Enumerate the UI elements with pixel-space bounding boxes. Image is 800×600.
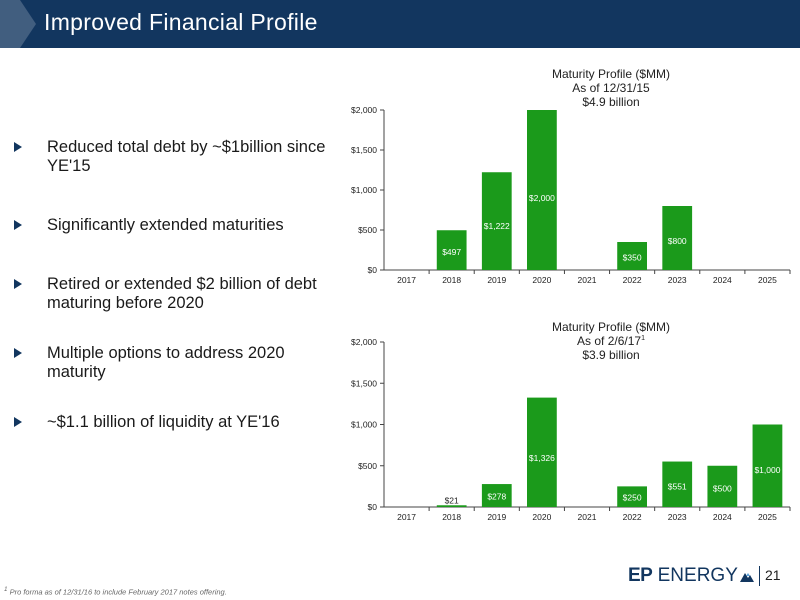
triangle-right-icon [14, 142, 22, 152]
bar [527, 397, 557, 507]
y-tick-label: $1,000 [351, 185, 377, 195]
data-label: $250 [623, 493, 642, 503]
y-tick-label: $1,500 [351, 378, 377, 388]
x-tick-label: 2023 [668, 512, 687, 522]
x-tick-label: 2019 [487, 512, 506, 522]
bullet-list: Reduced total debt by ~$1billion since Y… [14, 138, 334, 432]
triangle-right-icon [14, 348, 22, 358]
chart-title-line: $3.9 billion [582, 348, 639, 362]
footnote-marker: 1 [4, 586, 8, 593]
x-tick-label: 2021 [578, 275, 597, 285]
y-tick-label: $2,000 [351, 337, 377, 347]
y-tick-label: $0 [368, 502, 378, 512]
bar [436, 505, 467, 507]
x-tick-label: 2018 [442, 512, 461, 522]
chart-title-line: As of 2/6/171 [577, 334, 645, 348]
bullet-item: Reduced total debt by ~$1billion since Y… [14, 138, 334, 176]
data-label: $350 [623, 252, 642, 262]
x-tick-label: 2020 [532, 275, 551, 285]
chart-title-line: As of 12/31/15 [572, 81, 650, 95]
data-label: $551 [668, 482, 687, 492]
bar [481, 484, 512, 507]
data-label: $21 [445, 495, 459, 505]
y-tick-label: $1,000 [351, 420, 377, 430]
bar [617, 242, 647, 270]
bullet-item: Significantly extended maturities [14, 216, 334, 235]
bar [617, 486, 647, 507]
y-tick-label: $0 [368, 265, 378, 275]
bullet-item: ~$1.1 billion of liquidity at YE'16 [14, 413, 334, 432]
y-tick-label: $1,500 [351, 145, 377, 155]
x-tick-label: 2025 [758, 512, 777, 522]
footnote: 1 Pro forma as of 12/31/16 to include Fe… [4, 586, 227, 597]
footnote-text: Pro forma as of 12/31/16 to include Febr… [9, 587, 227, 597]
x-tick-label: 2024 [713, 275, 732, 285]
y-tick-label: $500 [358, 225, 377, 235]
bar [436, 230, 467, 270]
ep-energy-logo: EP ENERGY [628, 565, 754, 587]
x-tick-label: 2022 [623, 275, 642, 285]
bullet-text: Reduced total debt by ~$1billion since Y… [47, 138, 326, 175]
x-tick-label: 2020 [532, 512, 551, 522]
triangle-right-icon [14, 417, 22, 427]
y-tick-label: $500 [358, 461, 377, 471]
data-label: $800 [668, 236, 687, 246]
x-tick-label: 2024 [713, 512, 732, 522]
chart-title-line: Maturity Profile ($MM) [552, 67, 670, 81]
bullet-text: Multiple options to address 2020 maturit… [47, 344, 285, 381]
logo-energy: ENERGY [652, 565, 738, 586]
bullet-text: ~$1.1 billion of liquidity at YE'16 [47, 413, 280, 431]
bar [481, 172, 512, 270]
chevron-right-icon [0, 0, 36, 48]
data-label: $2,000 [529, 193, 555, 203]
bar [707, 465, 738, 507]
x-tick-label: 2021 [578, 512, 597, 522]
page-number: 21 [765, 567, 781, 583]
data-label: $278 [487, 492, 506, 502]
bullet-text: Retired or extended $2 billion of debt m… [47, 275, 317, 312]
chart-title-line: Maturity Profile ($MM) [552, 320, 670, 334]
data-label: $1,000 [754, 465, 780, 475]
y-tick-label: $2,000 [351, 105, 377, 115]
data-label: $500 [713, 483, 732, 493]
bar [752, 424, 783, 507]
x-tick-label: 2018 [442, 275, 461, 285]
data-label: $497 [442, 247, 461, 257]
data-label: $1,326 [529, 453, 555, 463]
x-tick-label: 2019 [487, 275, 506, 285]
page-number-divider [759, 566, 760, 586]
chart-title-line: $4.9 billion [582, 95, 639, 109]
bullet-text: Significantly extended maturities [47, 216, 284, 234]
bar [527, 110, 557, 270]
data-label: $1,222 [484, 221, 510, 231]
triangle-right-icon [14, 220, 22, 230]
x-tick-label: 2023 [668, 275, 687, 285]
x-tick-label: 2017 [397, 275, 416, 285]
chart-title-superscript: 1 [641, 335, 645, 342]
triangle-right-icon [14, 279, 22, 289]
title-bar: Improved Financial Profile [0, 0, 800, 48]
x-tick-label: 2022 [623, 512, 642, 522]
mountain-logo-icon [739, 572, 754, 582]
logo-ep: EP [628, 565, 653, 586]
bullet-item: Retired or extended $2 billion of debt m… [14, 275, 334, 313]
bullet-item: Multiple options to address 2020 maturit… [14, 344, 334, 382]
x-tick-label: 2025 [758, 275, 777, 285]
bar [662, 206, 693, 270]
page-title: Improved Financial Profile [44, 9, 318, 35]
x-tick-label: 2017 [397, 512, 416, 522]
bar [662, 461, 693, 507]
